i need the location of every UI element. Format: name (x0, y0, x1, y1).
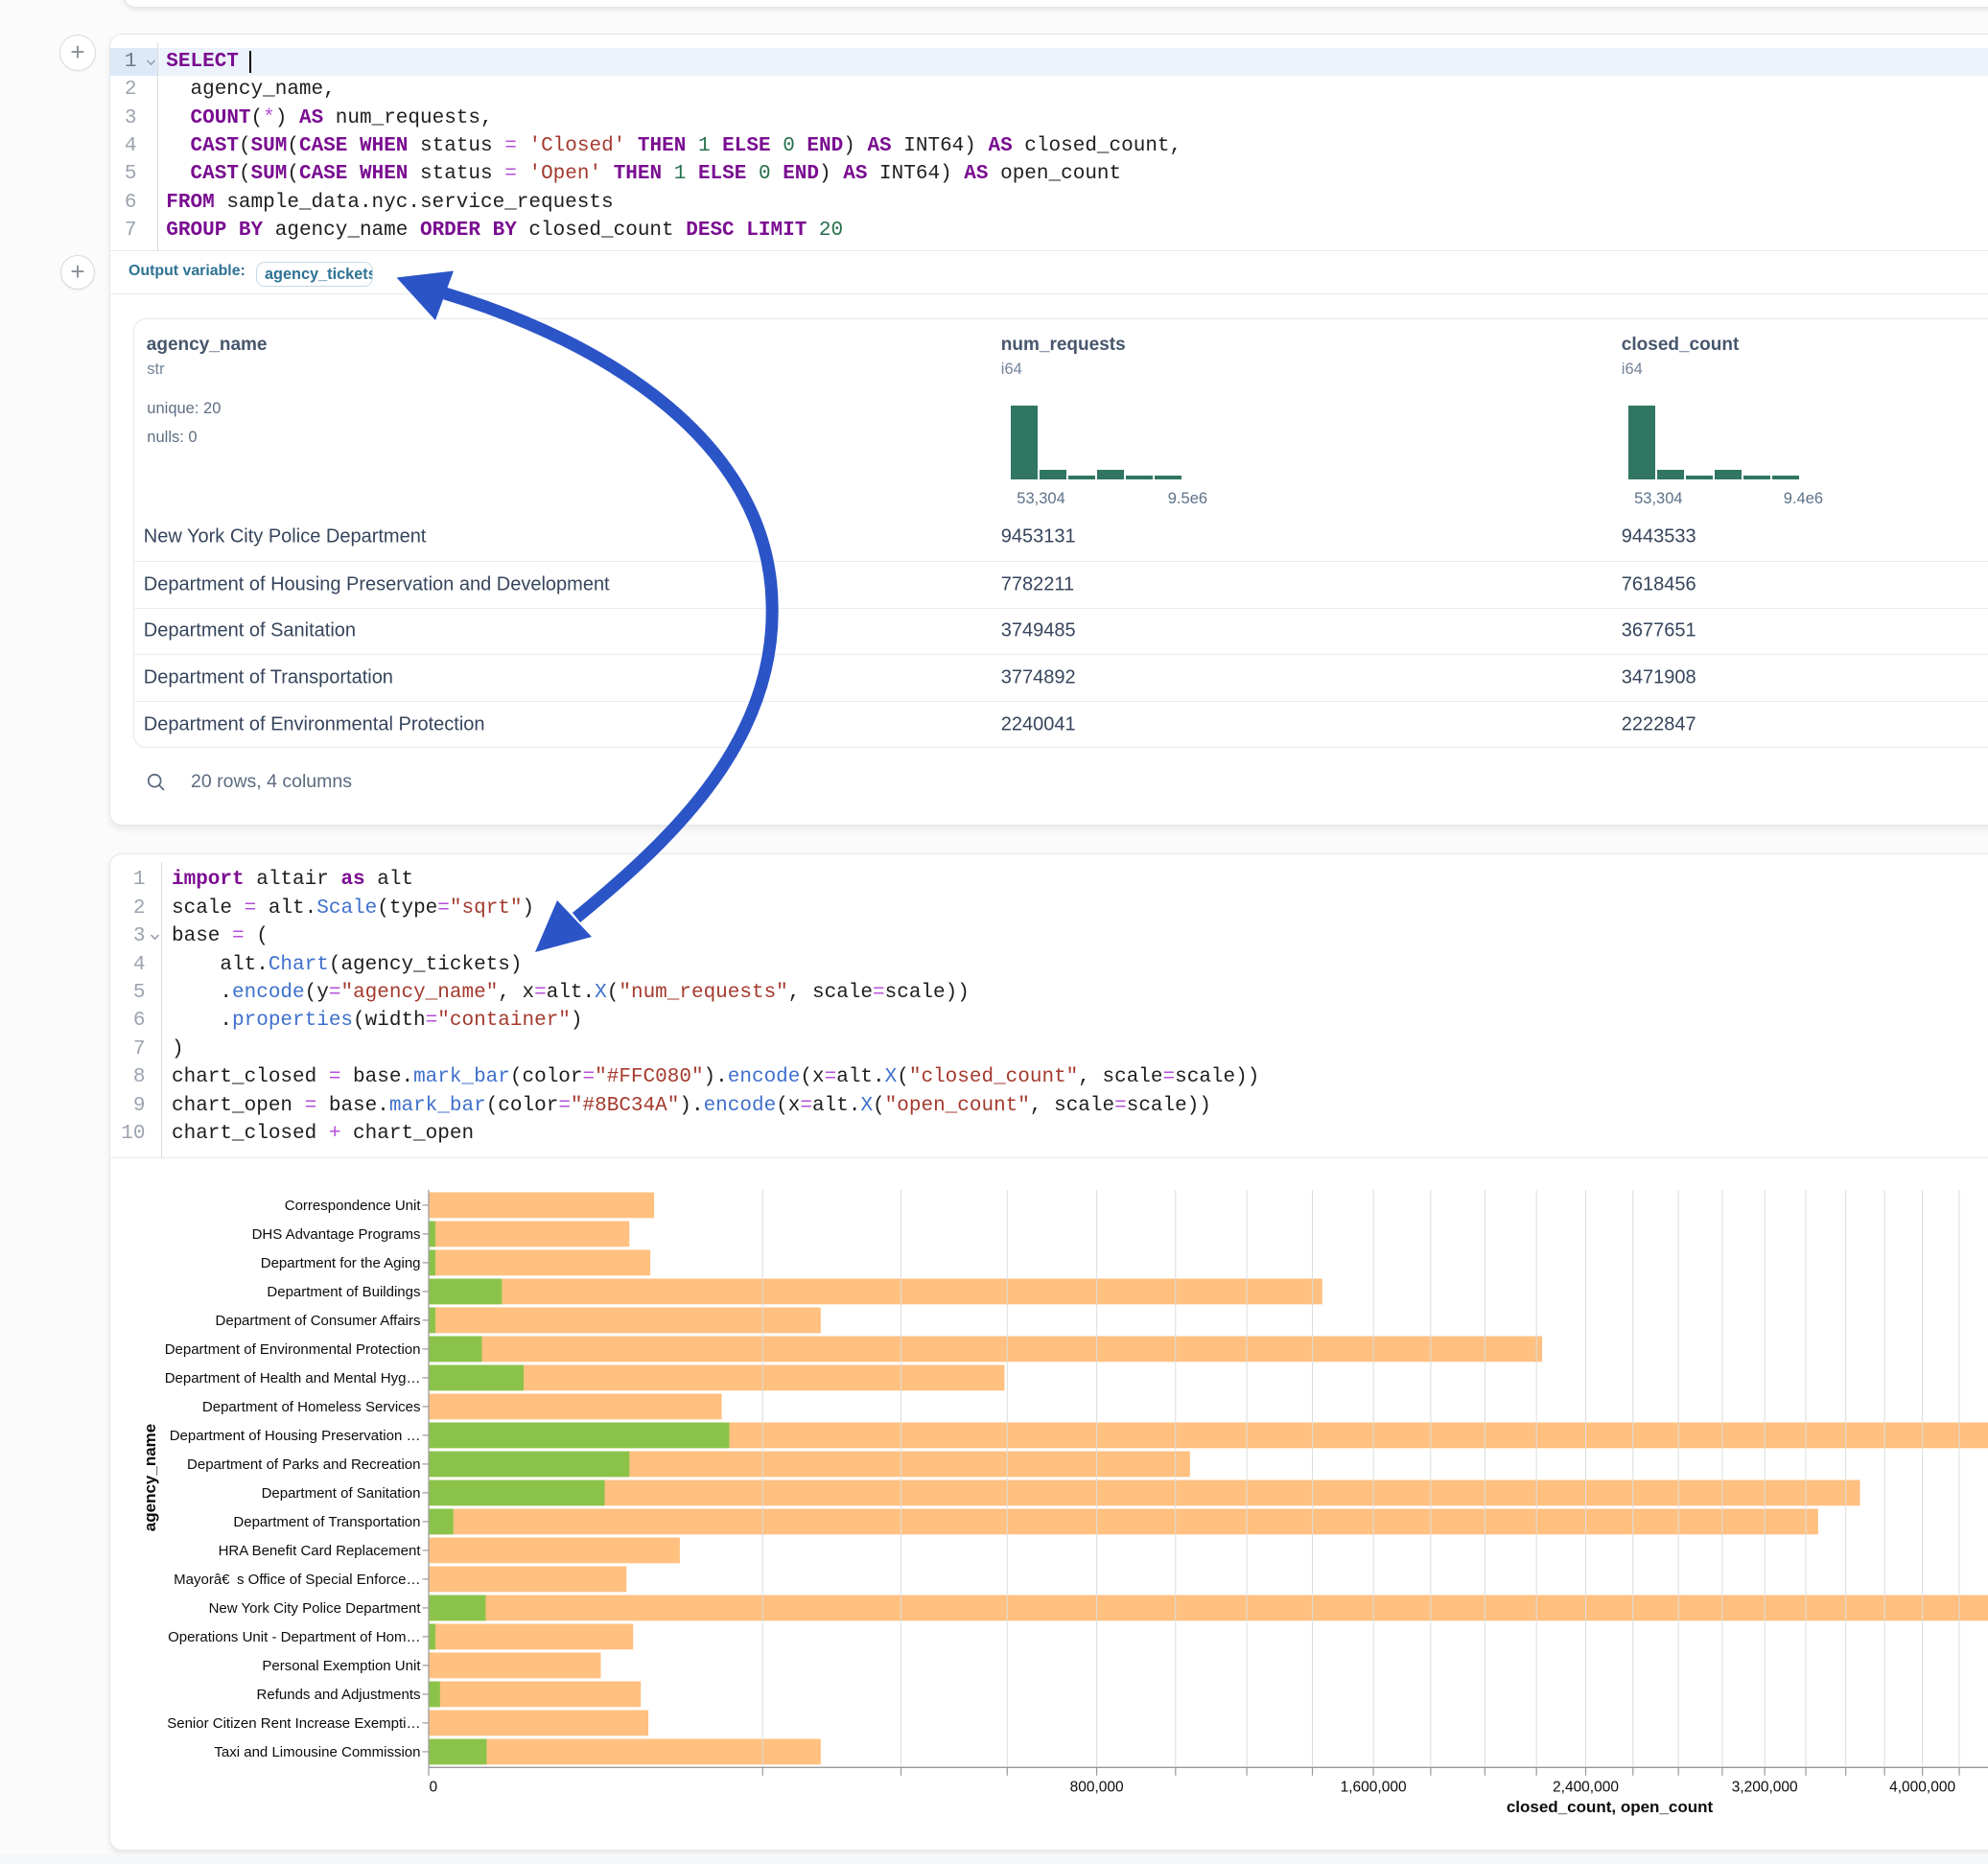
svg-text:Department of Housing Preserva: Department of Housing Preservation … (169, 1428, 420, 1444)
svg-text:HRA Benefit Card Replacement: HRA Benefit Card Replacement (218, 1543, 421, 1559)
svg-text:Refunds and Adjustments: Refunds and Adjustments (256, 1687, 420, 1703)
svg-text:2,400,000: 2,400,000 (1553, 1780, 1619, 1796)
svg-text:Department of Homeless Service: Department of Homeless Services (201, 1399, 420, 1415)
svg-text:800,000: 800,000 (1069, 1780, 1123, 1796)
svg-text:Correspondence Unit: Correspondence Unit (284, 1198, 421, 1214)
svg-text:Department of Environmental Pr: Department of Environmental Protection (164, 1341, 420, 1358)
svg-text:Personal Exemption Unit: Personal Exemption Unit (262, 1658, 421, 1674)
svg-text:Department of Sanitation: Department of Sanitation (261, 1485, 420, 1502)
svg-text:Taxi and Limousine Commission: Taxi and Limousine Commission (214, 1744, 420, 1760)
svg-text:0: 0 (429, 1780, 437, 1796)
svg-text:Department of Buildings: Department of Buildings (267, 1284, 420, 1300)
svg-text:New York City Police Departmen: New York City Police Department (208, 1600, 421, 1617)
svg-text:Operations Unit - Department o: Operations Unit - Department of Hom… (168, 1629, 420, 1645)
svg-text:Department for the Aging: Department for the Aging (260, 1255, 420, 1271)
svg-text:agency_name: agency_name (141, 1424, 159, 1531)
svg-text:4,000,000: 4,000,000 (1889, 1780, 1955, 1796)
svg-text:Senior Citizen Rent Increase E: Senior Citizen Rent Increase Exempti… (167, 1715, 420, 1732)
svg-text:Mayorâ€ s Office of Special En: Mayorâ€ s Office of Special Enforce… (174, 1572, 420, 1588)
svg-text:DHS Advantage Programs: DHS Advantage Programs (251, 1226, 420, 1243)
svg-text:3,200,000: 3,200,000 (1731, 1780, 1797, 1796)
svg-text:Department of Parks and Recrea: Department of Parks and Recreation (187, 1456, 420, 1473)
svg-text:closed_count, open_count: closed_count, open_count (1506, 1798, 1713, 1816)
svg-text:1,600,000: 1,600,000 (1340, 1780, 1406, 1796)
svg-text:Department of Consumer Affairs: Department of Consumer Affairs (215, 1313, 420, 1329)
svg-text:Department of Health and Menta: Department of Health and Mental Hyg… (164, 1370, 420, 1386)
svg-text:Department of Transportation: Department of Transportation (233, 1514, 420, 1530)
